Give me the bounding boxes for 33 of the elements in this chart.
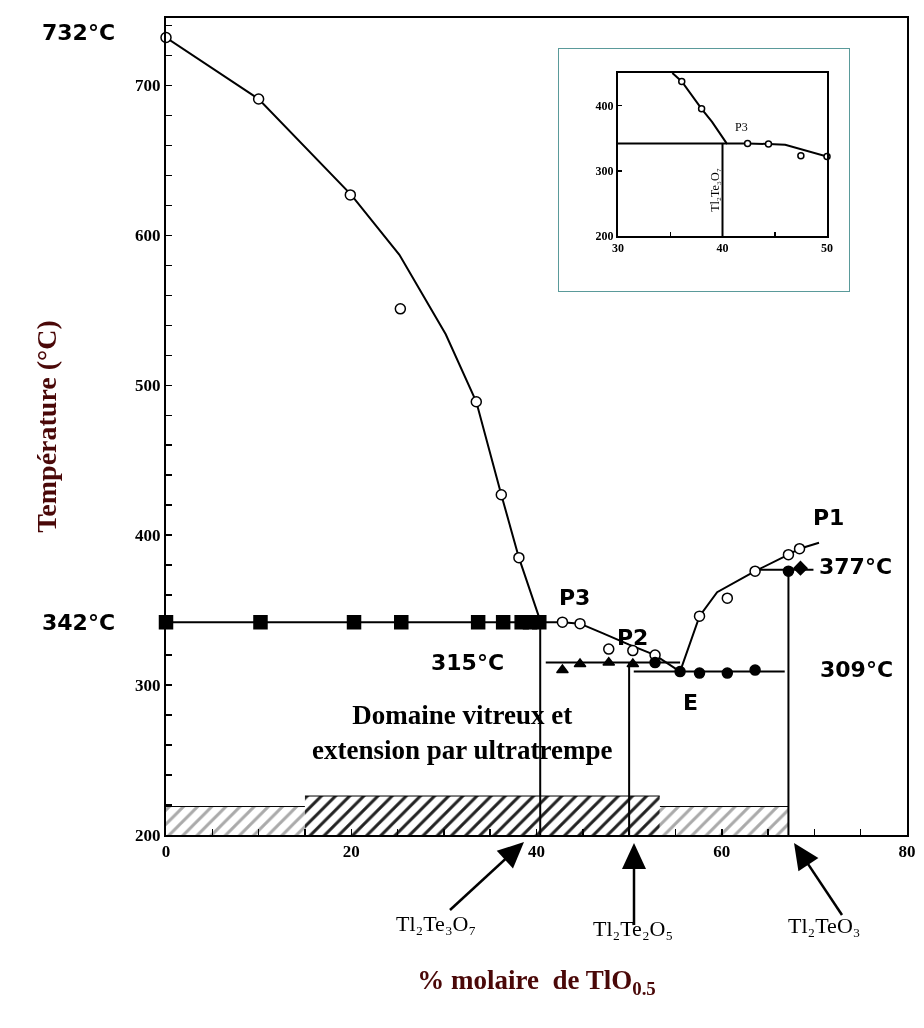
y-tick-label: 500 (135, 376, 161, 396)
y-tick-label: 400 (595, 98, 614, 113)
text: Tl₂Te₂O₅ (593, 916, 674, 941)
x-axis-title: % molaire de TlO$_{0.5}$ (417, 965, 656, 999)
x-tick-label: 20 (342, 842, 360, 862)
y-tick-label: 300 (595, 164, 614, 178)
y-tick-label: 200 (595, 229, 614, 244)
x-tick-label: 30 (612, 241, 624, 256)
x-tick-label: 40 (716, 241, 729, 256)
y-tick-label: 600 (135, 226, 161, 246)
text: Tl₂TeO₃ (788, 913, 861, 938)
x-tick-label: 40 (528, 842, 545, 862)
annotation: P1 (813, 505, 845, 530)
y-tick-label: 300 (135, 676, 161, 696)
x-tick-label: 60 (713, 842, 731, 862)
annotation: P3 (559, 585, 591, 610)
annotation: 309°C (820, 657, 894, 682)
x-tick-label: 0 (161, 842, 171, 862)
annotation: P2 (617, 625, 649, 650)
annotation: 377°C (819, 554, 893, 579)
y-tick-label: 200 (135, 825, 161, 845)
x-tick-label: 80 (898, 842, 916, 862)
y-tick-label: 400 (135, 526, 161, 546)
annotation: P3 (735, 120, 748, 134)
y-axis-title: Température (°C) (31, 320, 63, 533)
text: Tl₂Te₃O₇ (396, 911, 477, 936)
annotation: 315°C (431, 650, 505, 675)
annotation: Tl₂Te₃O₇ (708, 168, 723, 212)
y-tick-label: 700 (135, 76, 161, 96)
annotation: 342°C (42, 610, 116, 635)
x-tick-label: 50 (821, 241, 833, 256)
annotation: E (683, 690, 699, 715)
annotation: 732°C (42, 20, 116, 45)
